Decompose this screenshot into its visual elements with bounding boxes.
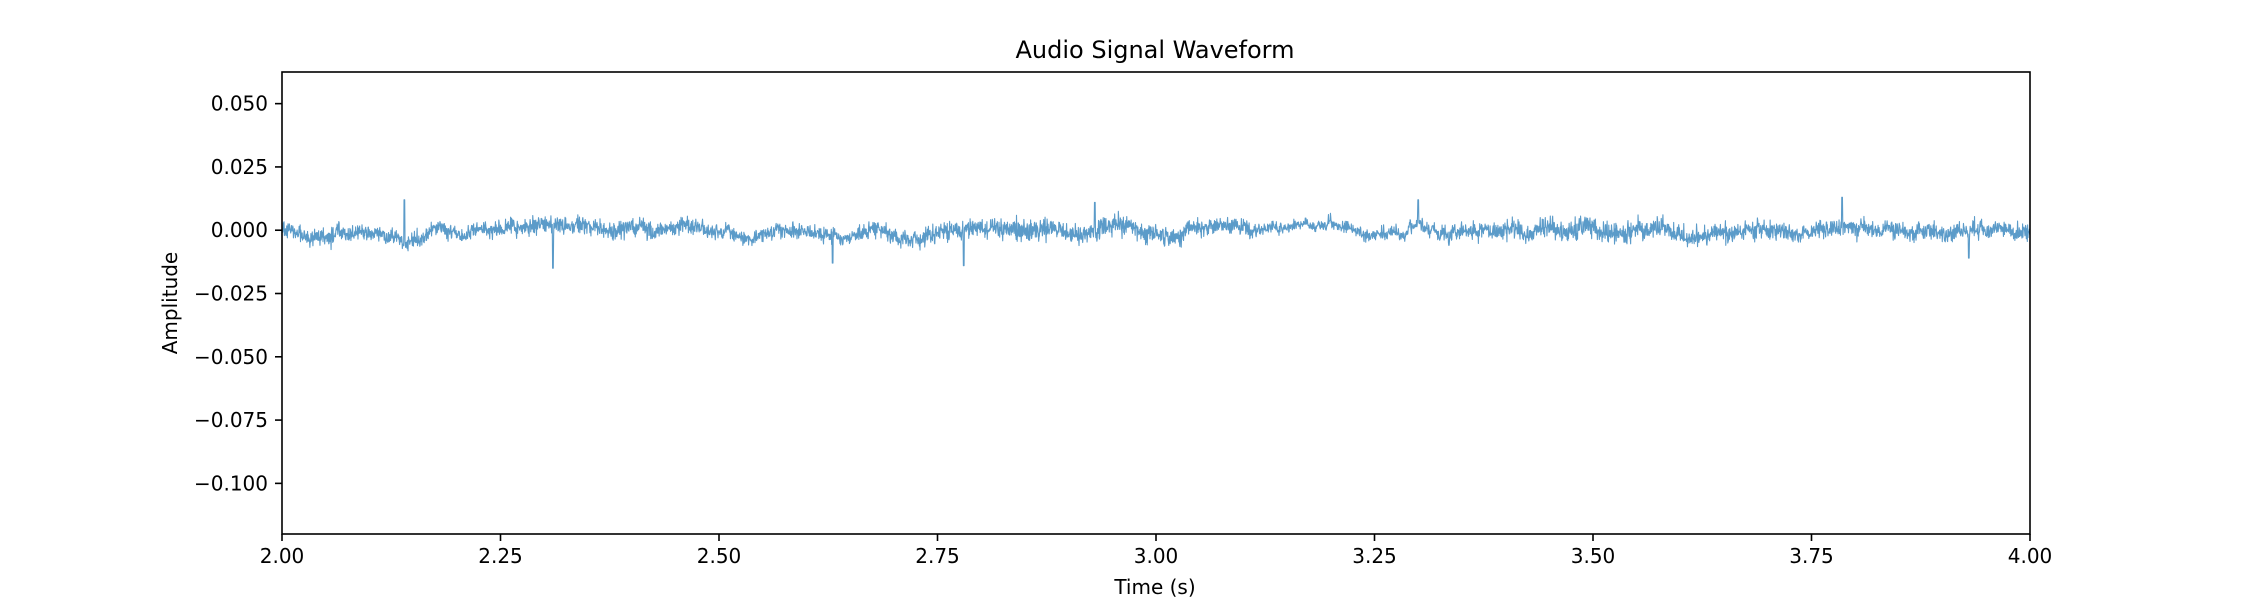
- y-tick-label: −0.025: [194, 282, 268, 306]
- x-tick-label: 4.00: [2008, 544, 2053, 568]
- x-tick-label: 3.25: [1352, 544, 1397, 568]
- x-tick-label: 3.00: [1134, 544, 1179, 568]
- y-tick-label: 0.050: [211, 92, 268, 116]
- y-tick-label: 0.025: [211, 155, 268, 179]
- x-axis-label: Time (s): [1113, 575, 1195, 599]
- x-axis: 2.00 2.25 2.50 2.75 3.00 3.25 3.50 3.75 4.00: [260, 534, 2053, 568]
- y-tick-label: −0.100: [194, 471, 268, 495]
- x-tick-label: 2.25: [478, 544, 523, 568]
- x-tick-label: 2.50: [697, 544, 742, 568]
- y-tick-label: 0.000: [211, 218, 268, 242]
- waveform-line: [282, 196, 2030, 269]
- x-tick-label: 3.50: [1571, 544, 1616, 568]
- y-tick-label: −0.075: [194, 408, 268, 432]
- x-tick-label: 2.00: [260, 544, 305, 568]
- chart-title: Audio Signal Waveform: [1015, 36, 1294, 64]
- x-tick-label: 2.75: [915, 544, 960, 568]
- y-axis: 0.050 0.025 0.000 −0.025 −0.050 −0.075 −0.100: [194, 92, 282, 495]
- y-axis-label: Amplitude: [158, 252, 182, 355]
- x-tick-label: 3.75: [1789, 544, 1834, 568]
- waveform-series: [282, 196, 2030, 269]
- plot-area: [282, 72, 2030, 534]
- y-tick-label: −0.050: [194, 345, 268, 369]
